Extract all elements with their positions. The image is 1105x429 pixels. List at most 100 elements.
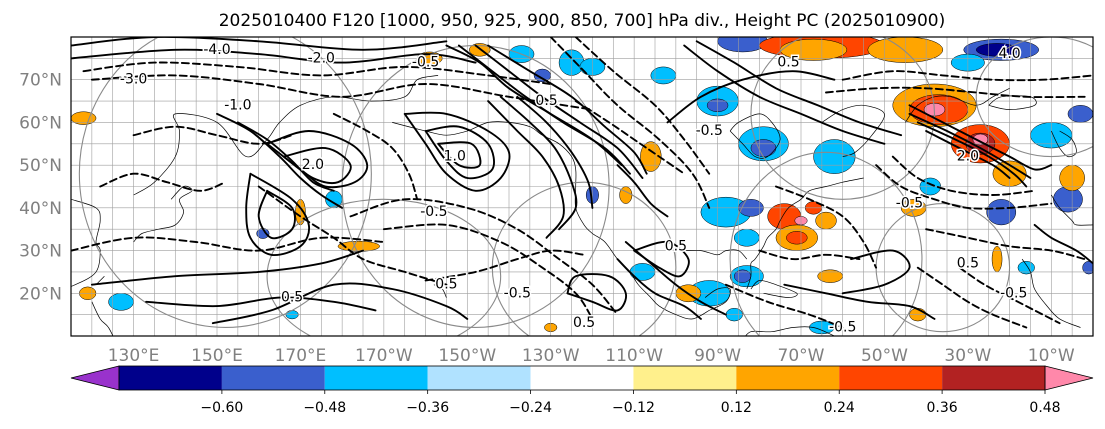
colorbar-tick-label: 0.12 bbox=[721, 400, 752, 416]
contour-label: 1.0 bbox=[444, 149, 466, 165]
x-tick-label: 50°W bbox=[861, 346, 908, 366]
contour-label: -4.0 bbox=[203, 42, 230, 58]
contour-positive bbox=[666, 70, 836, 124]
colorbar-extend-max bbox=[1044, 365, 1094, 391]
x-tick-label: 30°W bbox=[944, 346, 991, 366]
contour-label: -0.5 bbox=[1000, 285, 1027, 301]
contour-positive bbox=[908, 104, 1053, 171]
contour-positive bbox=[566, 273, 628, 312]
contour-positive bbox=[516, 95, 594, 209]
great-circle bbox=[729, 151, 923, 336]
contour-label: 2.0 bbox=[957, 149, 979, 165]
contour-negative bbox=[349, 198, 619, 316]
contour-negative bbox=[925, 228, 1086, 261]
shaded-blob bbox=[650, 66, 677, 85]
contour-positive bbox=[499, 95, 578, 231]
contour-positive bbox=[437, 141, 482, 169]
coastline bbox=[433, 284, 447, 298]
contour-negative bbox=[574, 100, 686, 175]
contour-positive bbox=[633, 240, 690, 278]
contour-negative bbox=[424, 249, 586, 282]
colorbar-tick-label: −0.48 bbox=[303, 400, 346, 416]
coastline bbox=[745, 326, 836, 336]
colorbar-bin bbox=[221, 366, 325, 390]
shaded-blob bbox=[991, 246, 1003, 273]
colorbar-bin bbox=[942, 366, 1045, 390]
contour-positive bbox=[424, 125, 495, 180]
x-tick-label: 170°W bbox=[355, 346, 413, 366]
colorbar-bin bbox=[633, 366, 737, 390]
colorbar-bin bbox=[530, 366, 634, 390]
y-tick-label: 60°N bbox=[19, 113, 62, 133]
y-tick-label: 70°N bbox=[19, 71, 62, 91]
contour-label: 0.5 bbox=[665, 238, 687, 254]
shaded-blob bbox=[975, 43, 1019, 57]
contour-negative bbox=[71, 236, 385, 252]
contour-label: -0.5 bbox=[420, 204, 447, 220]
coastline bbox=[1050, 130, 1077, 158]
colorbar-tick-label: −0.60 bbox=[200, 400, 243, 416]
colorbar-tick-label: 0.36 bbox=[927, 400, 958, 416]
contour-negative bbox=[90, 74, 594, 111]
contour-label: -0.5 bbox=[896, 196, 923, 212]
great-circle bbox=[78, 37, 372, 328]
contour-positive bbox=[616, 164, 669, 218]
contour-positive bbox=[90, 249, 364, 286]
contour-label: -1.0 bbox=[224, 97, 251, 113]
contour-positive bbox=[211, 282, 469, 325]
contour-negative bbox=[958, 266, 1061, 325]
y-tick-label: 30°N bbox=[19, 242, 62, 262]
contour-label: 0.5 bbox=[535, 93, 557, 109]
contour-positive bbox=[216, 112, 344, 209]
shaded-blob bbox=[1082, 261, 1093, 275]
contour-label: -0.5 bbox=[412, 55, 439, 71]
x-axis-ticks: 130°E 150°E 170°E 170°W 150°W 130°W 110°W 90°W 7… bbox=[108, 346, 1075, 366]
colorbar-tick-label: 0.24 bbox=[824, 400, 855, 416]
contour-positive bbox=[683, 44, 886, 145]
contour-positive bbox=[71, 48, 477, 64]
coastline bbox=[1021, 258, 1081, 328]
shaded-blob bbox=[734, 228, 760, 247]
contour-positive bbox=[487, 100, 565, 239]
coastline bbox=[746, 177, 864, 290]
x-tick-label: 70°W bbox=[778, 346, 825, 366]
coastline bbox=[988, 95, 1037, 110]
coastline bbox=[91, 301, 114, 336]
contour-positive bbox=[245, 172, 311, 257]
x-tick-label: 90°W bbox=[694, 346, 741, 366]
map-area: -4.0 -2.0 -3.0 -1.0 2.0 1.0 0.5 -0.5 2.0 -0.5 -0.5… bbox=[71, 37, 1093, 336]
contour-label: 0.5 bbox=[435, 277, 457, 293]
contour-label: -0.5 bbox=[504, 285, 531, 301]
shaded-blob bbox=[717, 37, 768, 53]
contour-label: -0.5 bbox=[696, 123, 723, 139]
contour-positive bbox=[487, 44, 648, 175]
contour-label: -3.0 bbox=[120, 72, 147, 88]
contour-positive bbox=[474, 44, 644, 179]
x-tick-label: 150°E bbox=[191, 346, 243, 366]
colorbar-bin bbox=[427, 366, 531, 390]
coastline bbox=[684, 249, 748, 260]
contour-label: 0.5 bbox=[777, 55, 799, 71]
contour-label: -2.0 bbox=[308, 50, 335, 66]
colorbar-frame bbox=[118, 365, 1046, 391]
contour-negative bbox=[382, 223, 594, 320]
map-frame bbox=[70, 36, 1094, 337]
contour-negative bbox=[82, 61, 552, 85]
shaded-blob bbox=[813, 139, 856, 174]
contour-positive bbox=[908, 112, 1032, 179]
x-tick-label: 170°E bbox=[275, 346, 327, 366]
contour-negative bbox=[775, 185, 878, 269]
contour-negative bbox=[875, 164, 1053, 210]
coastline bbox=[704, 287, 731, 311]
shaded-blob bbox=[750, 139, 777, 157]
contour-label: 0.5 bbox=[281, 290, 303, 306]
contour-positive bbox=[916, 121, 1028, 188]
coastline bbox=[133, 185, 193, 243]
contour-label: 4.0 bbox=[998, 46, 1020, 62]
height-contour-layer bbox=[71, 37, 1093, 329]
contour-positive bbox=[783, 283, 936, 320]
contour-label: 0.5 bbox=[957, 255, 979, 271]
x-tick-label: 150°W bbox=[438, 346, 496, 366]
x-tick-label: 130°W bbox=[522, 346, 580, 366]
